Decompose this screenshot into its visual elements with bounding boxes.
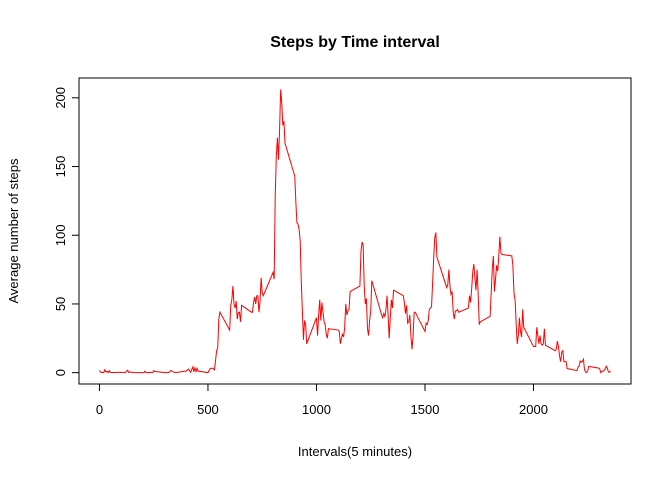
data-line xyxy=(99,89,611,374)
y-tick-label: 150 xyxy=(53,156,68,178)
x-tick-label: 500 xyxy=(197,402,219,417)
y-tick-label: 0 xyxy=(53,369,68,376)
x-axis-label: Intervals(5 minutes) xyxy=(298,444,412,459)
y-axis-label: Average number of steps xyxy=(6,158,21,304)
y-tick-label: 200 xyxy=(53,87,68,109)
chart-title: Steps by Time interval xyxy=(270,34,440,51)
x-tick-label: 1000 xyxy=(302,402,331,417)
y-tick-label: 50 xyxy=(53,297,68,311)
x-tick-label: 1500 xyxy=(411,402,440,417)
x-tick-label: 2000 xyxy=(519,402,548,417)
x-tick-label: 0 xyxy=(96,402,103,417)
y-tick-label: 100 xyxy=(53,224,68,246)
